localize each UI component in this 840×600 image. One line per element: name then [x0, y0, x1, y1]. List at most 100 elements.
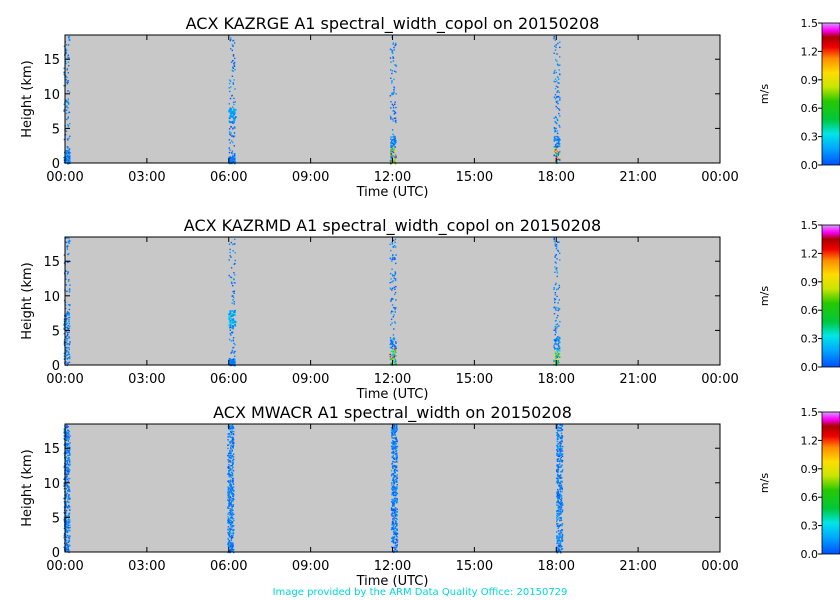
data-point: [392, 280, 394, 282]
data-point: [65, 341, 67, 344]
data-point: [561, 511, 563, 513]
data-point: [391, 72, 393, 75]
data-point: [396, 539, 398, 542]
data-point: [391, 82, 393, 84]
data-point: [390, 513, 393, 516]
data-point: [395, 141, 397, 144]
data-point: [556, 323, 559, 325]
data-point: [227, 531, 229, 534]
data-point: [393, 518, 395, 521]
data-point: [555, 338, 557, 340]
data-point: [560, 432, 563, 434]
data-point: [390, 160, 392, 163]
data-point: [63, 327, 65, 329]
data-point: [69, 289, 71, 291]
data-point: [391, 340, 393, 342]
data-point: [561, 455, 564, 457]
data-point: [393, 361, 396, 364]
data-point: [230, 490, 233, 492]
data-point: [231, 499, 233, 502]
data-point: [560, 443, 562, 445]
data-point: [230, 37, 232, 39]
data-point: [554, 294, 557, 296]
data-point: [395, 347, 397, 349]
data-point: [231, 436, 234, 438]
data-point: [561, 497, 563, 499]
data-point: [68, 158, 71, 160]
data-point: [396, 453, 398, 455]
colorbar-tick-label: 0.0: [801, 548, 819, 561]
data-point: [394, 461, 396, 463]
data-point: [391, 500, 393, 503]
data-point: [556, 446, 559, 448]
data-point: [392, 246, 395, 248]
data-point: [556, 122, 558, 125]
data-point: [230, 510, 232, 512]
data-point: [553, 139, 555, 141]
data-point: [230, 550, 232, 552]
data-point: [227, 486, 229, 488]
data-point: [394, 444, 396, 446]
data-point: [67, 446, 69, 449]
data-point: [67, 440, 70, 442]
data-point: [230, 359, 232, 361]
data-point: [227, 538, 230, 541]
data-point: [554, 333, 556, 336]
data-point: [395, 156, 397, 159]
data-point: [231, 426, 233, 429]
data-point: [394, 44, 396, 47]
y-axis-label: Height (km): [20, 449, 35, 526]
data-point: [229, 317, 232, 320]
data-point: [230, 315, 233, 317]
data-point: [67, 159, 70, 162]
data-point: [230, 525, 232, 528]
data-point: [393, 159, 395, 162]
data-point: [553, 140, 556, 142]
data-point: [63, 103, 65, 105]
data-point: [559, 437, 562, 440]
data-point: [392, 467, 394, 469]
data-point: [558, 544, 561, 546]
data-point: [391, 488, 394, 490]
data-point: [63, 435, 65, 437]
data-point: [561, 445, 564, 448]
data-point: [233, 103, 235, 106]
data-point: [394, 481, 396, 483]
data-point: [394, 466, 397, 469]
data-point: [230, 445, 232, 448]
data-point: [553, 152, 556, 154]
data-point: [234, 101, 236, 103]
data-point: [392, 429, 394, 431]
data-point: [390, 148, 393, 151]
data-point: [232, 446, 234, 448]
data-point: [68, 352, 70, 354]
data-point: [390, 155, 392, 158]
data-point: [556, 536, 558, 538]
data-point: [392, 343, 395, 346]
data-point: [231, 325, 234, 327]
data-point: [391, 437, 393, 439]
data-point: [230, 152, 233, 154]
data-point: [68, 451, 70, 453]
data-point: [65, 284, 67, 286]
data-point: [555, 100, 557, 103]
data-point: [391, 489, 394, 491]
data-point: [68, 36, 71, 38]
data-point: [556, 468, 558, 471]
data-point: [557, 518, 559, 521]
data-point: [560, 454, 562, 457]
data-point: [391, 156, 393, 158]
data-point: [560, 487, 562, 490]
data-point: [394, 432, 396, 434]
data-point: [68, 535, 70, 537]
data-point: [556, 270, 558, 272]
data-point: [393, 524, 395, 526]
data-point: [557, 433, 559, 435]
data-point: [395, 307, 397, 309]
data-point: [65, 483, 68, 485]
data-point: [559, 444, 562, 447]
data-point: [396, 445, 399, 448]
data-point: [68, 471, 70, 473]
data-point: [65, 515, 68, 517]
data-point: [396, 525, 398, 527]
